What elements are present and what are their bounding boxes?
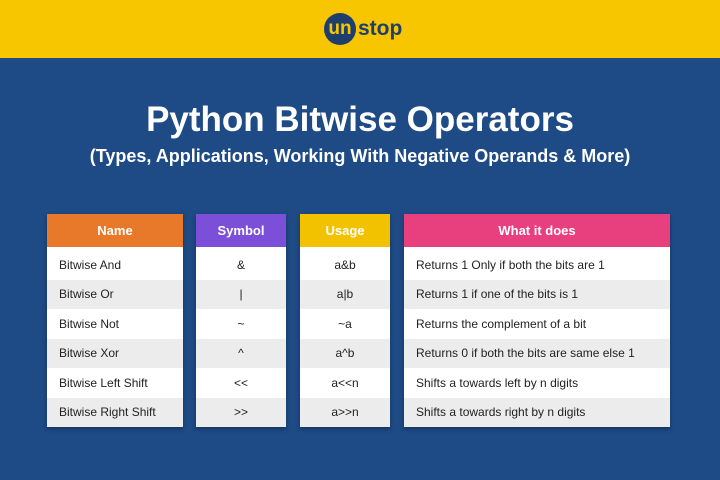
table-cell: Returns 1 if one of the bits is 1	[404, 279, 670, 309]
table-cell: Returns 1 Only if both the bits are 1	[416, 257, 605, 272]
table-cell: Returns the complement of a bit	[416, 316, 587, 331]
table-cell: ~a	[338, 316, 352, 331]
column-body: a&b a|b ~a a^b a<<n a>>n	[300, 250, 390, 427]
table-cell: a^b	[300, 338, 390, 368]
table-cell: &	[236, 257, 245, 272]
table-cell: Bitwise Not	[59, 316, 120, 331]
logo-badge: un	[324, 13, 356, 45]
table-cell: Returns 0 if both the bits are same else…	[404, 338, 670, 368]
top-band	[0, 0, 720, 58]
table-cell: ^	[196, 338, 286, 368]
table-cell: Shifts a towards right by n digits	[404, 397, 670, 427]
table-cell: a<<n	[331, 375, 359, 390]
table-cell: Bitwise Xor	[47, 338, 183, 368]
table-cell: Bitwise And	[59, 257, 122, 272]
table-column: Symbol & | ~ ^ << >>	[196, 214, 286, 427]
table-column: Usage a&b a|b ~a a^b a<<n a>>n	[300, 214, 390, 427]
table-cell: |	[196, 279, 286, 309]
table-cell: Bitwise Right Shift	[47, 397, 183, 427]
column-body: Returns 1 Only if both the bits are 1 Ret…	[404, 250, 670, 427]
table-cell: a|b	[300, 279, 390, 309]
logo: un stop	[324, 12, 402, 46]
column-body: Bitwise And Bitwise Or Bitwise Not Bitwise …	[47, 250, 183, 427]
table-cell: a&b	[334, 257, 356, 272]
column-header: Usage	[300, 214, 390, 250]
table-cell: Shifts a towards left by n digits	[416, 375, 579, 390]
table-cell: Bitwise Left Shift	[59, 375, 148, 390]
title: Python Bitwise Operators	[146, 100, 574, 139]
table-cell: >>	[196, 397, 286, 427]
table-cell: ~	[237, 316, 245, 331]
column-header: Symbol	[196, 214, 286, 250]
table-cell: <<	[233, 375, 248, 390]
subtitle: (Types, Applications, Working With Negat…	[89, 146, 631, 166]
table-column: What it does Returns 1 Only if both the b…	[404, 214, 670, 427]
table-cell: a>>n	[300, 397, 390, 427]
column-body: & | ~ ^ << >>	[196, 250, 286, 427]
column-header: Name	[47, 214, 183, 250]
column-header: What it does	[404, 214, 670, 250]
logo-text: stop	[358, 17, 403, 40]
table-column: Name Bitwise And Bitwise Or Bitwise Not Bitw…	[47, 214, 183, 427]
table-cell: Bitwise Or	[47, 279, 183, 309]
